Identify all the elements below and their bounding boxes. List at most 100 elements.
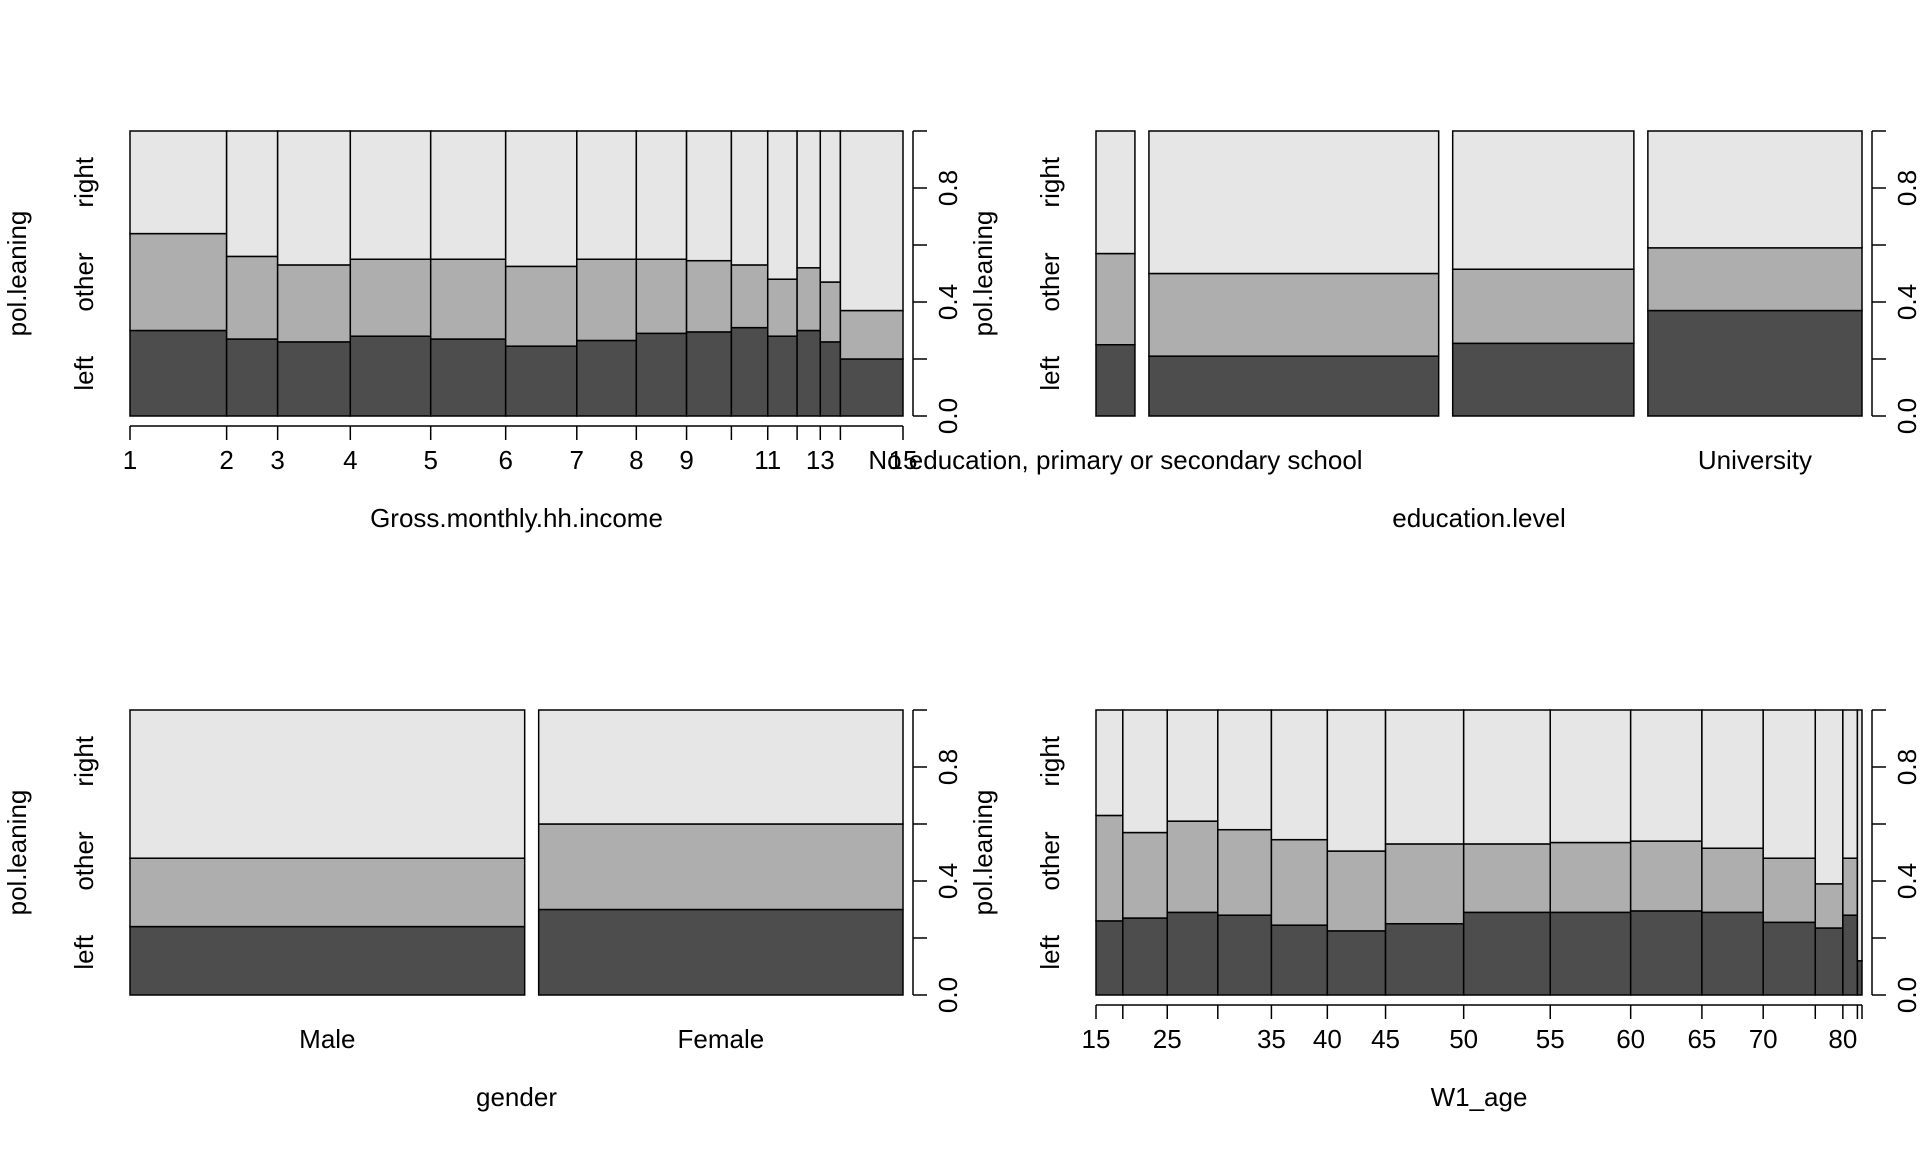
segment-other xyxy=(1462,843,1551,914)
segment-right xyxy=(276,130,352,266)
segment-left xyxy=(1384,923,1465,996)
segment-right xyxy=(1384,709,1465,845)
x-tick-label: 40 xyxy=(1313,1024,1342,1054)
segment-right xyxy=(1629,709,1703,842)
segment-right xyxy=(819,130,842,283)
segment-left xyxy=(1095,344,1136,417)
segment-left xyxy=(429,338,507,417)
segment-left xyxy=(1122,917,1168,996)
right-axis-tick-label: 0.8 xyxy=(933,170,963,206)
segment-other xyxy=(576,258,638,342)
segment-right xyxy=(1122,709,1168,834)
segment-left xyxy=(1856,960,1863,996)
segment-left xyxy=(685,331,733,417)
segment-other xyxy=(1326,850,1387,932)
segment-left xyxy=(1814,927,1844,996)
segment-right xyxy=(1095,130,1136,255)
x-axis-label: education.level xyxy=(1392,503,1565,533)
category-label: No education, primary or secondary schoo… xyxy=(868,445,1362,475)
segment-right xyxy=(349,130,432,260)
right-axis-tick-label: 0.8 xyxy=(1892,749,1920,785)
right-axis-tick-label: 0.0 xyxy=(1892,398,1920,434)
x-tick-label: 25 xyxy=(1153,1024,1182,1054)
segment-other xyxy=(129,857,526,928)
segment-right xyxy=(129,130,228,235)
segment-right xyxy=(1814,709,1844,885)
segment-left xyxy=(796,329,822,417)
x-axis-label: W1_age xyxy=(1431,1082,1528,1112)
segment-left xyxy=(1462,911,1551,996)
segment-left xyxy=(1842,914,1859,996)
x-tick-label: 4 xyxy=(343,445,357,475)
segment-other xyxy=(1095,252,1136,346)
segment-other xyxy=(1166,820,1219,914)
segment-other xyxy=(1270,838,1329,926)
x-tick-label: 3 xyxy=(270,445,284,475)
level-label-right: right xyxy=(1035,156,1065,207)
segment-left xyxy=(349,335,432,417)
segment-left xyxy=(1549,911,1632,996)
segment-right xyxy=(1095,709,1124,817)
segment-right xyxy=(839,130,904,312)
x-tick-label: 55 xyxy=(1536,1024,1565,1054)
segment-left xyxy=(1326,930,1387,996)
x-tick-label: 7 xyxy=(570,445,584,475)
segment-left xyxy=(1647,309,1863,417)
level-label-right: right xyxy=(1035,735,1065,786)
y-axis-label: pol.leaning xyxy=(2,211,32,337)
segment-other xyxy=(225,255,279,340)
segment-right xyxy=(1842,709,1859,859)
level-label-other: other xyxy=(69,252,99,312)
category-label: Male xyxy=(299,1024,355,1054)
segment-other xyxy=(1762,857,1817,924)
segment-right xyxy=(1701,709,1764,849)
segment-left xyxy=(730,326,769,417)
segment-other xyxy=(504,265,578,347)
segment-right xyxy=(730,130,769,266)
segment-other xyxy=(1647,247,1863,312)
segment-other xyxy=(276,264,352,343)
right-axis-tick-label: 0.4 xyxy=(1892,863,1920,899)
segment-left xyxy=(1629,910,1703,996)
segment-left xyxy=(1217,914,1273,996)
segment-left xyxy=(635,332,688,417)
y-axis-label: pol.leaning xyxy=(968,790,998,916)
segment-other xyxy=(766,278,798,337)
segment-left xyxy=(839,358,904,417)
segment-other xyxy=(819,281,842,343)
level-label-left: left xyxy=(69,934,99,969)
segment-right xyxy=(429,130,507,260)
level-label-left: left xyxy=(69,355,99,390)
segment-left xyxy=(225,338,279,417)
right-axis-tick-label: 0.8 xyxy=(933,749,963,785)
y-axis-label: pol.leaning xyxy=(2,790,32,916)
segment-other xyxy=(129,232,228,332)
segment-left xyxy=(1148,355,1440,417)
segment-left xyxy=(576,339,638,417)
segment-right xyxy=(1270,709,1329,841)
x-axis-label: gender xyxy=(476,1082,557,1112)
segment-right xyxy=(1148,130,1440,275)
chart-panel: No education, primary or secondary schoo… xyxy=(868,130,1920,533)
segment-other xyxy=(1549,841,1632,914)
right-axis-tick-label: 0.4 xyxy=(933,284,963,320)
segment-left xyxy=(276,341,352,417)
x-tick-label: 6 xyxy=(498,445,512,475)
x-tick-label: 1 xyxy=(123,445,137,475)
segment-right xyxy=(766,130,798,280)
segment-right xyxy=(1647,130,1863,249)
segment-left xyxy=(129,329,228,417)
segment-other xyxy=(1217,828,1273,916)
category-label: Female xyxy=(677,1024,764,1054)
segment-left xyxy=(1451,342,1635,417)
segment-left xyxy=(1270,924,1329,996)
level-label-right: right xyxy=(69,156,99,207)
segment-left xyxy=(504,345,578,417)
segment-other xyxy=(635,258,688,335)
x-tick-label: 9 xyxy=(679,445,693,475)
right-axis-tick-label: 0.0 xyxy=(933,398,963,434)
segment-other xyxy=(685,259,733,333)
segment-right xyxy=(1166,709,1219,822)
segment-other xyxy=(537,823,904,911)
segment-left xyxy=(1095,920,1124,996)
